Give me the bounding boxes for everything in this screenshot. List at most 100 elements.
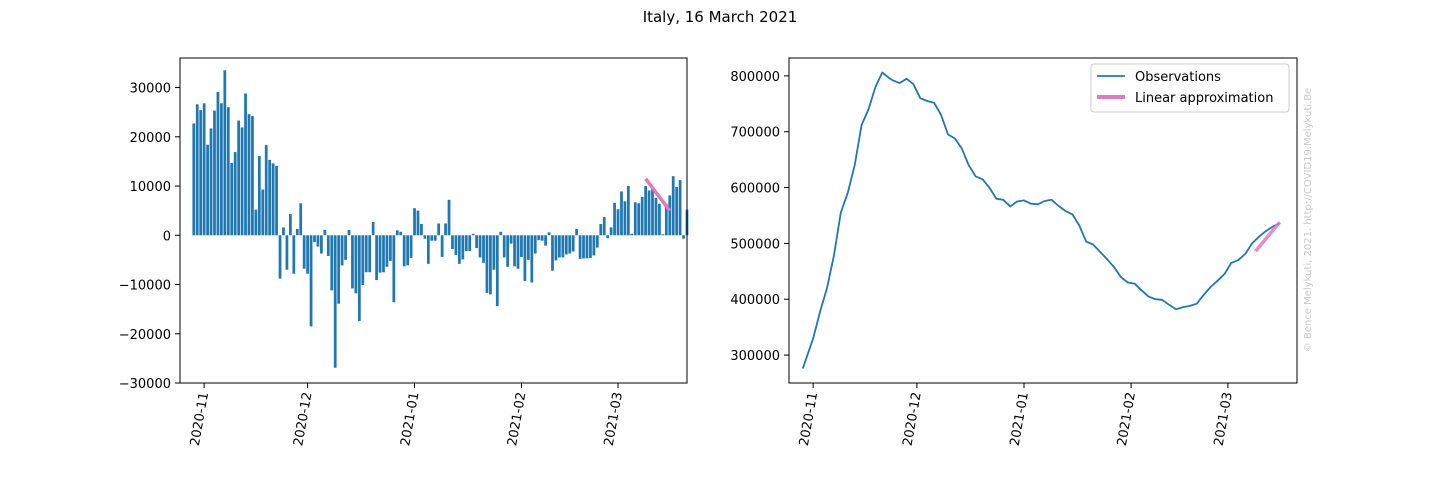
bar — [216, 91, 220, 236]
linear-approximation-segment — [644, 177, 672, 212]
bar — [257, 155, 261, 236]
bar — [261, 189, 265, 236]
bar — [485, 235, 489, 293]
bar — [682, 235, 685, 239]
bar — [609, 227, 613, 236]
bar — [589, 235, 592, 258]
bar — [661, 234, 665, 236]
bar — [316, 235, 320, 247]
bar — [306, 235, 309, 274]
bar — [626, 186, 630, 236]
bar — [544, 235, 547, 246]
bar — [551, 235, 554, 271]
bar — [213, 110, 216, 236]
bar — [333, 235, 337, 368]
left-x-tick-label: 2021-03 — [602, 391, 626, 447]
right-x-tick-label: 2021-03 — [1212, 391, 1236, 447]
bar — [630, 233, 634, 236]
bar — [678, 180, 682, 236]
bar — [285, 235, 289, 270]
legend-linear-label: Linear approximation — [1135, 91, 1273, 106]
right-y-tick-label: 700000 — [730, 126, 780, 141]
right-y-tick-label: 400000 — [730, 293, 780, 308]
bar — [361, 235, 365, 286]
bar — [654, 197, 658, 236]
bar — [451, 235, 454, 250]
bar — [502, 235, 506, 258]
bar — [395, 230, 399, 236]
linear-approximation-line — [644, 177, 672, 212]
bar — [633, 202, 637, 236]
bar — [433, 235, 437, 241]
bar — [226, 107, 230, 236]
bar — [371, 221, 375, 236]
bar — [640, 196, 644, 236]
bar — [330, 235, 334, 291]
bar — [468, 235, 472, 252]
bar — [223, 70, 227, 236]
bar — [344, 235, 347, 260]
bar — [513, 235, 516, 267]
bar — [547, 232, 551, 236]
left-y-tick-label: 20000 — [130, 131, 171, 146]
right-x-tick-label: 2021-01 — [1008, 391, 1032, 447]
observations-line-chart: 300000 400000 500000 600000 700000 800000 202… — [730, 57, 1298, 447]
bar — [644, 186, 647, 236]
bar — [192, 123, 196, 236]
bar — [251, 116, 254, 236]
right-y-tick-label: 800000 — [730, 70, 780, 85]
bar — [354, 235, 358, 294]
bar — [264, 145, 268, 236]
left-y-tick-label: 0 — [163, 229, 171, 244]
bar — [309, 235, 313, 327]
bar — [357, 235, 361, 321]
bar — [399, 231, 403, 236]
bar — [268, 159, 272, 236]
right-x-axis: 2020-11 2020-12 2021-01 2021-02 2021-03 — [797, 383, 1236, 447]
left-x-tick-label: 2021-02 — [505, 391, 529, 447]
bar — [288, 214, 292, 236]
bar — [275, 165, 278, 236]
bar — [516, 235, 520, 269]
bar — [461, 235, 465, 260]
bar — [220, 103, 223, 236]
bar — [375, 235, 378, 281]
bar — [423, 235, 427, 239]
bar — [444, 223, 447, 236]
bar — [382, 235, 385, 273]
bar — [520, 235, 523, 257]
bar — [651, 188, 654, 236]
left-y-tick-label: −20000 — [119, 328, 171, 343]
right-x-tick-label: 2020-11 — [797, 391, 821, 447]
bar — [637, 203, 641, 236]
bar — [389, 235, 392, 261]
bar — [457, 235, 461, 264]
bar — [302, 235, 306, 269]
bar — [647, 190, 651, 236]
bar — [606, 235, 610, 239]
bar — [595, 235, 599, 248]
bar — [561, 235, 565, 258]
bar — [282, 227, 285, 236]
bar — [233, 152, 237, 236]
bar — [616, 209, 620, 236]
bar — [613, 202, 616, 236]
bar — [495, 235, 499, 307]
bar — [578, 235, 582, 259]
bar — [533, 235, 537, 254]
bar — [292, 235, 296, 274]
bar — [254, 209, 258, 236]
bar — [658, 203, 661, 236]
bar — [558, 235, 561, 258]
bar — [623, 201, 627, 236]
left-y-tick-label: 10000 — [130, 180, 171, 195]
observations-line — [801, 71, 1281, 369]
bar — [271, 163, 275, 236]
bar — [364, 235, 368, 273]
left-plot-frame — [179, 57, 688, 384]
bar — [426, 235, 430, 264]
linear-approximation-line — [1254, 221, 1282, 253]
bar — [526, 235, 530, 260]
daily-change-bar-chart: −30000 −20000 −10000 0 10000 20000 30000 2020-… — [119, 57, 689, 447]
bar — [478, 235, 482, 258]
